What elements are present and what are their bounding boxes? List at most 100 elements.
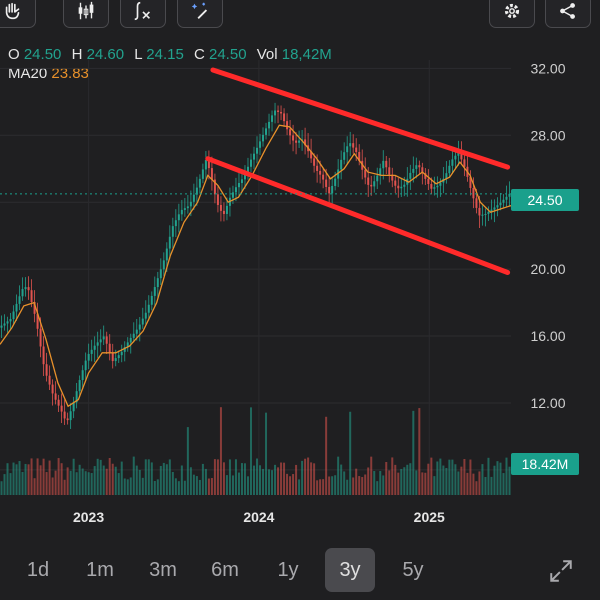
volume-bar: [280, 462, 283, 495]
high-value: 24.60: [86, 46, 125, 63]
volume-bar: [274, 464, 277, 495]
volume-bar: [418, 408, 421, 495]
candle-body: [111, 352, 114, 362]
volume-bar: [298, 479, 301, 495]
candle-body: [394, 180, 397, 186]
candle-body: [51, 384, 54, 394]
volume-bar: [475, 481, 478, 495]
volume-bar: [430, 457, 433, 495]
candle-body: [39, 328, 42, 347]
volume-bar: [171, 471, 174, 495]
volume-bar: [93, 466, 96, 495]
volume-bar: [367, 467, 370, 495]
candle-body: [415, 165, 418, 169]
magic-icon: [191, 2, 208, 19]
candle-body: [271, 115, 274, 122]
candle-body: [424, 173, 427, 179]
candle-body: [352, 143, 355, 148]
candle-body: [117, 355, 120, 359]
volume-bar: [213, 459, 216, 495]
volume-bar: [283, 462, 286, 495]
volume-bar: [442, 465, 445, 495]
volume-bar: [433, 476, 436, 495]
volume-bar: [66, 467, 69, 495]
volume-bar: [358, 476, 361, 495]
candle-body: [246, 166, 249, 175]
low-value: 24.15: [146, 46, 184, 63]
candle-body: [319, 170, 322, 175]
volume-bar: [12, 462, 15, 495]
ma20-line: [0, 124, 512, 408]
candle-body: [54, 393, 57, 400]
period-6m[interactable]: 6m: [211, 558, 239, 581]
volume-bar: [505, 457, 508, 495]
period-5y[interactable]: 5y: [402, 558, 424, 581]
period-3m[interactable]: 3m: [149, 558, 177, 581]
volume-bar: [328, 476, 331, 495]
volume-bar: [198, 479, 201, 495]
candle-body: [427, 178, 430, 185]
y-tick-label: 28.00: [530, 127, 565, 143]
hand-tool-button[interactable]: [0, 0, 36, 28]
candle-body: [289, 129, 292, 136]
volume-bar: [265, 412, 268, 495]
candle-body: [252, 153, 255, 160]
candle-body: [460, 152, 463, 160]
candle-body: [265, 128, 268, 135]
volume-bar: [286, 473, 289, 495]
volume-bar: [403, 467, 406, 495]
candle-body: [207, 159, 210, 169]
indicators-button[interactable]: [120, 0, 166, 28]
volume-bar: [409, 463, 412, 495]
volume-bar: [466, 472, 469, 495]
candle-body: [171, 226, 174, 237]
candle-body: [388, 167, 391, 175]
candle-body: [150, 295, 153, 305]
volume-tag: 18.42M: [511, 453, 579, 475]
volume-bar: [195, 476, 198, 495]
settings-button[interactable]: [489, 0, 535, 28]
period-3y[interactable]: 3y: [325, 548, 375, 592]
candle-body: [225, 205, 228, 214]
volume-bar: [340, 464, 343, 495]
candle-body: [262, 134, 265, 142]
volume-bar: [397, 472, 400, 495]
period-1y[interactable]: 1y: [277, 558, 299, 581]
candle-body: [451, 159, 454, 166]
period-1d[interactable]: 1d: [26, 558, 50, 581]
candle-body: [240, 179, 243, 184]
candle-body: [177, 214, 180, 221]
volume-bar: [120, 461, 123, 495]
volume-bar: [243, 463, 246, 495]
share-button[interactable]: [545, 0, 591, 28]
share-icon: [560, 3, 575, 19]
candle-body: [189, 201, 192, 207]
candle-body: [123, 347, 126, 352]
candle-body: [412, 168, 415, 173]
volume-bar: [219, 407, 222, 495]
volume-value: 18,42M: [281, 46, 332, 63]
ohlc-readout: O 24.50 H 24.60 L 24.15 C 24.50 Vol 18,4…: [8, 45, 338, 64]
volume-bar: [343, 471, 346, 495]
volume-bar: [231, 475, 234, 495]
candle-body: [156, 278, 159, 288]
volume-bar: [84, 471, 87, 495]
volume-bar: [262, 468, 265, 495]
candle-body: [237, 183, 240, 188]
candle-body: [421, 167, 424, 174]
expand-icon[interactable]: [548, 558, 574, 584]
drawing-tools-button[interactable]: [177, 0, 223, 28]
price-chart[interactable]: 32.0028.0024.0020.0016.0012.008.00202320…: [0, 60, 600, 540]
volume-bar: [391, 457, 394, 495]
volume-bar: [96, 458, 99, 495]
candle-body: [277, 110, 280, 112]
chart-type-button[interactable]: [63, 0, 109, 28]
volume-bar: [334, 475, 337, 495]
volume-bar: [165, 464, 168, 495]
candle-body: [24, 287, 27, 290]
volume-bar: [141, 477, 144, 495]
volume-bar: [352, 477, 355, 495]
volume-bar: [132, 456, 135, 495]
period-1m[interactable]: 1m: [86, 558, 114, 581]
candle-body: [96, 342, 99, 346]
